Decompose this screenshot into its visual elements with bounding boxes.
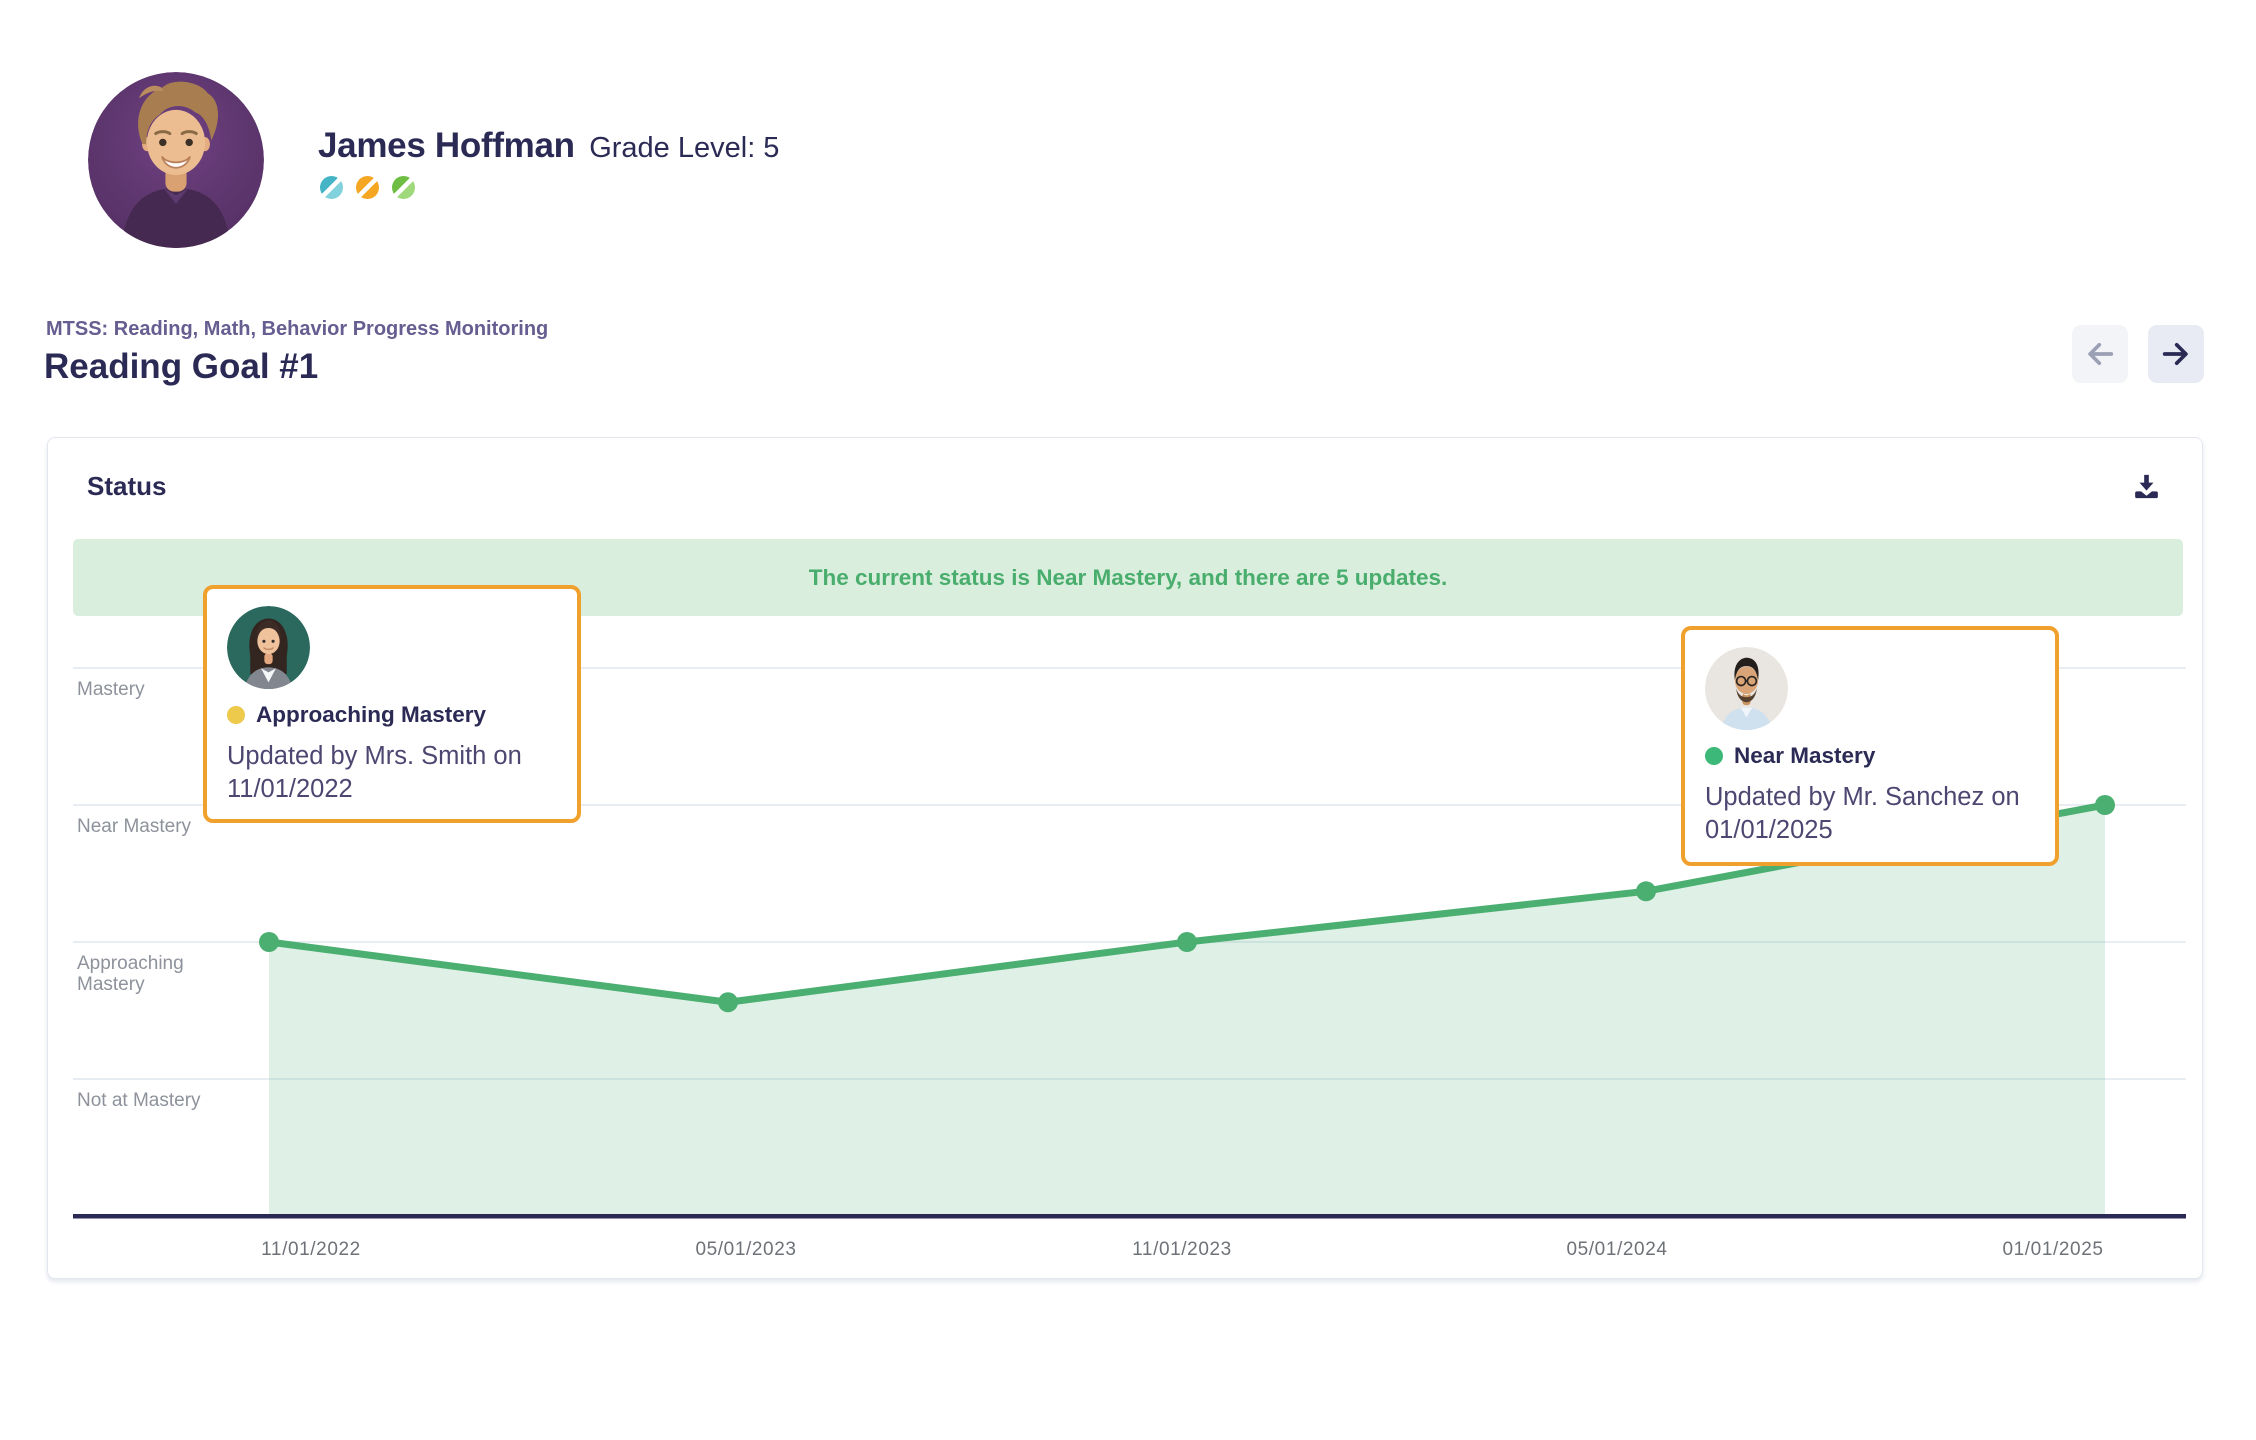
banner-count: 5 bbox=[1336, 564, 1349, 590]
arrow-left-icon bbox=[2088, 342, 2114, 366]
status-card: Status The current status is Near Master… bbox=[47, 437, 2203, 1279]
callout-status-label: Approaching Mastery bbox=[256, 702, 487, 727]
download-icon bbox=[2134, 474, 2158, 498]
mrs-smith-avatar bbox=[227, 606, 310, 689]
data-point[interactable] bbox=[259, 932, 279, 952]
subject-reading-icon[interactable] bbox=[320, 176, 343, 199]
callout-status-row: Approaching Mastery bbox=[227, 702, 557, 728]
series-area bbox=[269, 805, 2105, 1216]
data-point[interactable] bbox=[1636, 881, 1656, 902]
student-name: James Hoffman bbox=[318, 126, 575, 165]
xtick-1: 11/01/2022 bbox=[261, 1239, 361, 1260]
data-point[interactable] bbox=[718, 992, 738, 1013]
update-callout-1[interactable]: Approaching Mastery Updated by Mrs. Smit… bbox=[203, 585, 581, 823]
arrow-right-icon bbox=[2162, 342, 2188, 366]
boy-avatar-illustration bbox=[88, 72, 264, 248]
download-button[interactable] bbox=[2126, 466, 2166, 506]
data-point[interactable] bbox=[1177, 932, 1197, 952]
student-name-row: James Hoffman Grade Level: 5 bbox=[318, 126, 779, 166]
xtick-3: 11/01/2023 bbox=[1132, 1239, 1232, 1260]
page-title: Reading Goal #1 bbox=[44, 347, 319, 386]
ytick-not-at-mastery: Not at Mastery bbox=[77, 1090, 201, 1111]
callout-updated-text: Updated by Mrs. Smith on 11/01/2022 bbox=[227, 742, 522, 804]
ytick-approaching-mastery: Approaching Mastery bbox=[77, 953, 184, 995]
teacher-avatar-illustration bbox=[1705, 647, 1788, 730]
banner-suffix: updates. bbox=[1348, 564, 1448, 590]
xtick-5: 01/01/2025 bbox=[2002, 1239, 2104, 1260]
breadcrumb[interactable]: MTSS: Reading, Math, Behavior Progress M… bbox=[46, 318, 549, 340]
mr-sanchez-avatar bbox=[1705, 647, 1788, 730]
ytick-near-mastery: Near Mastery bbox=[77, 816, 192, 837]
card-title: Status bbox=[87, 471, 167, 501]
subject-behavior-icon[interactable] bbox=[392, 176, 415, 199]
teacher-avatar-illustration bbox=[227, 606, 310, 689]
xtick-2: 05/01/2023 bbox=[695, 1239, 797, 1260]
callout-status-row: Near Mastery bbox=[1705, 743, 2035, 769]
status-dot-yellow bbox=[227, 706, 245, 724]
subject-math-icon[interactable] bbox=[356, 176, 379, 199]
current-status-banner: The current status is Near Mastery, and … bbox=[73, 539, 2183, 616]
data-point[interactable] bbox=[2095, 795, 2115, 815]
xtick-4: 05/01/2024 bbox=[1566, 1239, 1668, 1260]
subject-icons-row bbox=[320, 176, 415, 199]
banner-middle: and there are bbox=[1182, 564, 1336, 590]
student-avatar bbox=[88, 72, 264, 248]
x-axis-line bbox=[73, 1214, 2186, 1219]
grade-level-label: Grade Level: 5 bbox=[589, 132, 780, 164]
banner-text: The current status is Near Mastery, and … bbox=[809, 565, 1448, 591]
next-goal-button[interactable] bbox=[2148, 325, 2204, 383]
banner-prefix: The current status is bbox=[808, 564, 1037, 590]
previous-goal-button[interactable] bbox=[2072, 325, 2128, 383]
status-dot-green bbox=[1705, 747, 1723, 765]
callout-status-label: Near Mastery bbox=[1734, 743, 1876, 768]
banner-status: Near Mastery, bbox=[1036, 564, 1183, 590]
ytick-mastery: Mastery bbox=[77, 679, 145, 700]
update-callout-2[interactable]: Near Mastery Updated by Mr. Sanchez on 0… bbox=[1681, 626, 2059, 866]
callout-updated-text: Updated by Mr. Sanchez on 01/01/2025 bbox=[1705, 783, 2020, 845]
